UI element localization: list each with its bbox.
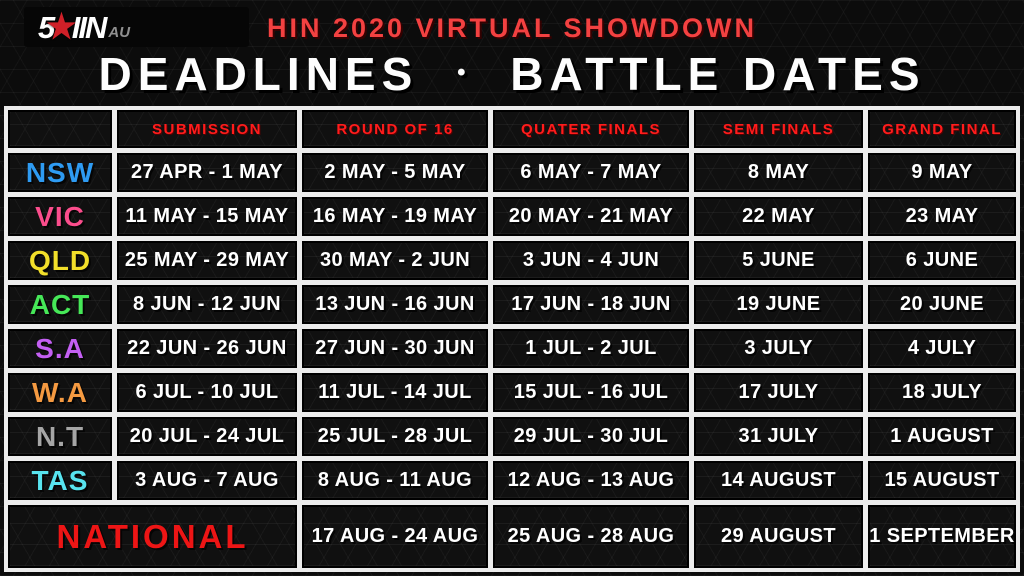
star-icon: ★ (46, 8, 77, 46)
date-cell: 20 MAY - 21 MAY (493, 197, 689, 236)
logo-region: AU (108, 23, 131, 41)
date-cell: 1 JUL - 2 JUL (493, 329, 689, 368)
row-label-s-a: S.A (8, 329, 112, 368)
date-cell: 8 AUG - 11 AUG (302, 461, 488, 500)
date-cell: 20 JUL - 24 JUL (117, 417, 297, 456)
row-label-n-t: N.T (8, 417, 112, 456)
logo: 5 ★ IIN AU (24, 7, 249, 47)
date-cell: 6 JUNE (868, 241, 1016, 280)
date-cell: 15 JUL - 16 JUL (493, 373, 689, 412)
date-cell: 23 MAY (868, 197, 1016, 236)
column-header: SEMI FINALS (694, 110, 863, 148)
date-cell: 5 JUNE (694, 241, 863, 280)
date-cell: 29 JUL - 30 JUL (493, 417, 689, 456)
date-cell: 8 MAY (694, 153, 863, 192)
date-cell: 19 JUNE (694, 285, 863, 324)
page-title: DEADLINES • BATTLE DATES (0, 47, 1024, 101)
date-cell: 25 AUG - 28 AUG (493, 505, 689, 568)
bullet-separator-icon: • (457, 59, 472, 86)
date-cell: 22 JUN - 26 JUN (117, 329, 297, 368)
column-header: QUATER FINALS (493, 110, 689, 148)
date-cell: 8 JUN - 12 JUN (117, 285, 297, 324)
date-cell: 6 JUL - 10 JUL (117, 373, 297, 412)
date-cell: 25 JUL - 28 JUL (302, 417, 488, 456)
date-cell: 4 JULY (868, 329, 1016, 368)
column-header: ROUND OF 16 (302, 110, 488, 148)
column-header: GRAND FINAL (868, 110, 1016, 148)
subtitle-battle-dates: BATTLE DATES (510, 48, 926, 100)
subtitle-deadlines: DEADLINES (98, 48, 419, 100)
date-cell: 11 MAY - 15 MAY (117, 197, 297, 236)
date-cell: 18 JULY (868, 373, 1016, 412)
row-label-nsw: NSW (8, 153, 112, 192)
date-cell: 25 MAY - 29 MAY (117, 241, 297, 280)
date-cell: 16 MAY - 19 MAY (302, 197, 488, 236)
date-cell: 30 MAY - 2 JUN (302, 241, 488, 280)
date-cell: 2 MAY - 5 MAY (302, 153, 488, 192)
date-cell: 27 APR - 1 MAY (117, 153, 297, 192)
date-cell: 13 JUN - 16 JUN (302, 285, 488, 324)
row-label-w-a: W.A (8, 373, 112, 412)
date-cell: 27 JUN - 30 JUN (302, 329, 488, 368)
date-cell: 17 JULY (694, 373, 863, 412)
corner-cell (8, 110, 112, 148)
date-cell: 3 JUN - 4 JUN (493, 241, 689, 280)
row-label-vic: VIC (8, 197, 112, 236)
event-title: HIN 2020 VIRTUAL SHOWDOWN (266, 13, 758, 43)
row-label-act: ACT (8, 285, 112, 324)
date-cell: 1 AUGUST (868, 417, 1016, 456)
logo-text-suffix: IIN (71, 9, 108, 45)
date-cell: 17 JUN - 18 JUN (493, 285, 689, 324)
date-cell: 9 MAY (868, 153, 1016, 192)
schedule-table: SUBMISSION ROUND OF 16 QUATER FINALS SEMI F… (4, 106, 1020, 572)
date-cell: 31 JULY (694, 417, 863, 456)
date-cell: 1 SEPTEMBER (868, 505, 1016, 568)
date-cell: 12 AUG - 13 AUG (493, 461, 689, 500)
logo-text-prefix: 5 (38, 9, 55, 45)
date-cell: 20 JUNE (868, 285, 1016, 324)
date-cell: 6 MAY - 7 MAY (493, 153, 689, 192)
date-cell: 14 AUGUST (694, 461, 863, 500)
date-cell: 15 AUGUST (868, 461, 1016, 500)
column-header: SUBMISSION (117, 110, 297, 148)
date-cell: 22 MAY (694, 197, 863, 236)
date-cell: 17 AUG - 24 AUG (302, 505, 488, 568)
date-cell: 11 JUL - 14 JUL (302, 373, 488, 412)
row-label-national: NATIONAL (8, 505, 297, 568)
row-label-tas: TAS (8, 461, 112, 500)
row-label-qld: QLD (8, 241, 112, 280)
date-cell: 3 JULY (694, 329, 863, 368)
date-cell: 3 AUG - 7 AUG (117, 461, 297, 500)
date-cell: 29 AUGUST (694, 505, 863, 568)
